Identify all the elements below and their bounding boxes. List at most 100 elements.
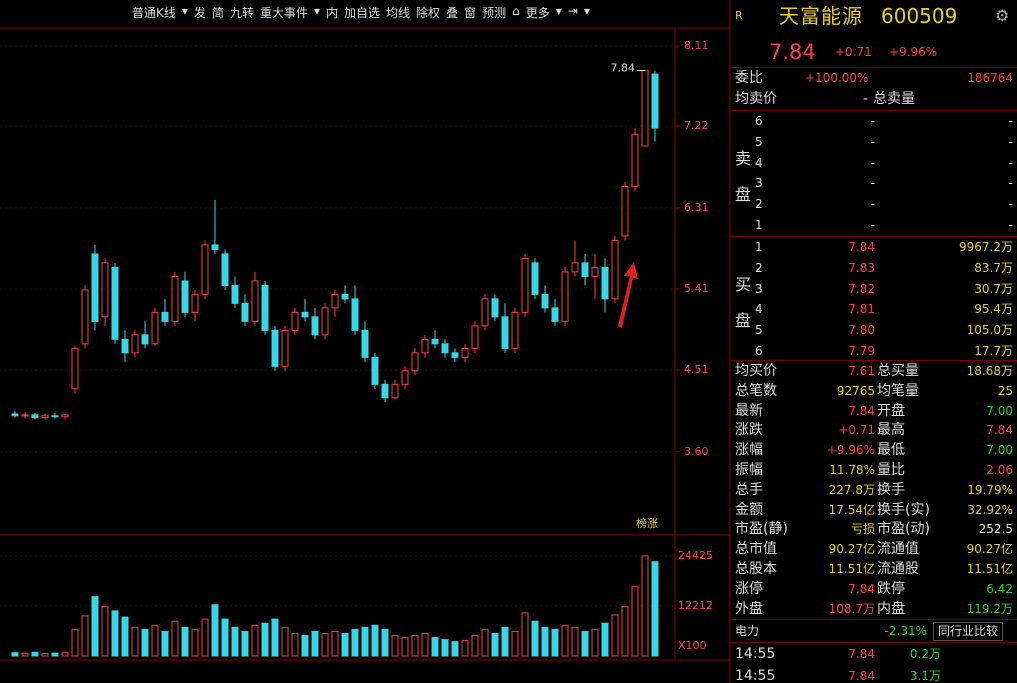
weibi-row: 委比 +100.00% 186764	[731, 68, 1017, 88]
candle-body	[511, 311, 519, 349]
toolbar-item[interactable]: 普通K线	[132, 6, 176, 20]
toolbar-item[interactable]: 除权	[416, 6, 441, 20]
candle-body	[141, 334, 149, 345]
price: 7.79	[848, 344, 875, 358]
candle-body	[631, 133, 639, 187]
level: 5	[755, 134, 763, 149]
price: -	[870, 197, 875, 212]
candle-body	[551, 307, 559, 322]
book-row: 4 - -	[731, 153, 1017, 173]
candle-body	[231, 284, 239, 304]
stat-row: 涨跌 +0.71 最高 7.84	[731, 420, 1017, 440]
price: -	[870, 134, 875, 149]
volume-bar	[561, 624, 569, 657]
toolbar-item[interactable]: ⌂	[512, 4, 520, 18]
candle-body	[171, 275, 179, 322]
toolbar-item[interactable]: 更多	[525, 6, 550, 20]
candle-body	[281, 329, 289, 367]
volume-bar	[411, 635, 419, 657]
candle-body	[501, 316, 509, 349]
compare-button[interactable]: 同行业比较	[933, 622, 1004, 641]
toolbar-item[interactable]: 九转	[229, 6, 254, 20]
volume: 3.1万	[909, 669, 941, 683]
value: 19.79%	[967, 482, 1013, 497]
volume-bar	[101, 606, 109, 657]
toolbar-item[interactable]: 简	[211, 6, 224, 20]
candle-body	[531, 262, 539, 295]
label: 委比	[735, 70, 763, 86]
candle-body	[31, 414, 39, 419]
candle-body	[71, 347, 79, 390]
header: R 天富能源 600509 ⚙	[731, 6, 1017, 32]
volume-bar	[501, 626, 509, 657]
value: 32.92%	[967, 502, 1013, 517]
candle-body	[541, 293, 549, 309]
label: 均卖价	[735, 91, 777, 107]
volume: 30.7万	[974, 281, 1013, 296]
toolbar-item[interactable]: 重大事件	[259, 6, 308, 20]
candle-body	[181, 280, 189, 313]
candle-body	[191, 293, 199, 313]
toolbar-item[interactable]: 内	[326, 6, 339, 20]
volume-bar	[511, 630, 519, 657]
volume-tick-label: 24425	[678, 549, 713, 562]
price: -	[870, 176, 875, 191]
candle-body	[341, 293, 349, 300]
volume-bar	[291, 632, 299, 657]
kline-chart: 8.11 7.22 6.31 5.41 4.51 3.60 24425 12212 X100 7.…	[0, 0, 731, 683]
stat-row: 总手 227.8万 换手 19.79%	[731, 480, 1017, 500]
toolbar-item[interactable]: 窗	[464, 6, 477, 20]
value: +0.71	[838, 423, 875, 438]
volume-bar	[461, 639, 469, 657]
settings-icon[interactable]: ⚙	[995, 6, 1010, 25]
candle-body	[621, 185, 629, 237]
volume: -	[1008, 197, 1013, 212]
label: 总手	[735, 481, 763, 498]
label: 振幅	[735, 462, 763, 478]
toolbar-item[interactable]: ▾	[313, 4, 320, 18]
value: +100.00%	[805, 71, 869, 85]
level: 4	[755, 155, 763, 170]
stat-row: 总股本 11.51亿 流通股 11.51亿	[731, 559, 1017, 579]
toolbar-item[interactable]: 均线	[386, 6, 411, 20]
candle-body	[371, 356, 379, 385]
change: +0.71	[835, 45, 872, 59]
toolbar-item[interactable]: 发	[193, 6, 206, 20]
quote-panel: R 天富能源 600509 ⚙ 7.84 +0.71 +9.96% 委比 +10…	[731, 0, 1017, 683]
toolbar-item[interactable]: ▾	[583, 4, 590, 18]
candle-body	[491, 298, 499, 318]
price: -	[870, 155, 875, 170]
candle-body	[11, 413, 19, 417]
volume-bar	[601, 622, 609, 657]
volume-bar	[41, 653, 49, 657]
label: 总买量	[877, 363, 919, 379]
toolbar-item[interactable]: ▾	[555, 4, 562, 18]
label: 均笔量	[877, 382, 919, 399]
toolbar-item[interactable]: ▾	[181, 4, 188, 18]
volume-bar	[631, 585, 639, 657]
value: 7.61	[848, 364, 875, 378]
toolbar-item[interactable]: 加自选	[344, 6, 381, 20]
level: 6	[755, 344, 763, 358]
candle-body	[401, 370, 409, 385]
candle-body	[41, 415, 49, 419]
volume-bar	[111, 610, 119, 657]
candle-body	[361, 329, 369, 358]
candle-body	[431, 338, 439, 345]
volume-bar	[441, 639, 449, 657]
volume-bar	[301, 635, 309, 657]
label: 换手	[877, 481, 905, 498]
volume-bar	[481, 628, 489, 657]
toolbar: 普通K线 ▾ 发简九转 重大事件 ▾ 内加自选 均线 除权叠窗预测 ⌂ 更多 ▾ ⇥ ▾	[132, 4, 590, 24]
value: 90.27亿	[828, 542, 875, 557]
arrow	[618, 262, 638, 328]
toolbar-item[interactable]: ⇥	[567, 4, 578, 18]
candle-body	[221, 253, 229, 286]
toolbar-item[interactable]: 叠	[446, 6, 459, 20]
toolbar-item[interactable]: 预测	[482, 6, 507, 20]
flag: R	[735, 9, 743, 22]
book-row: 3 7.82 30.7万	[731, 279, 1017, 299]
price: 7.84	[848, 669, 875, 683]
book-row: 4 7.81 95.4万	[731, 299, 1017, 319]
volume-bar	[141, 628, 149, 657]
